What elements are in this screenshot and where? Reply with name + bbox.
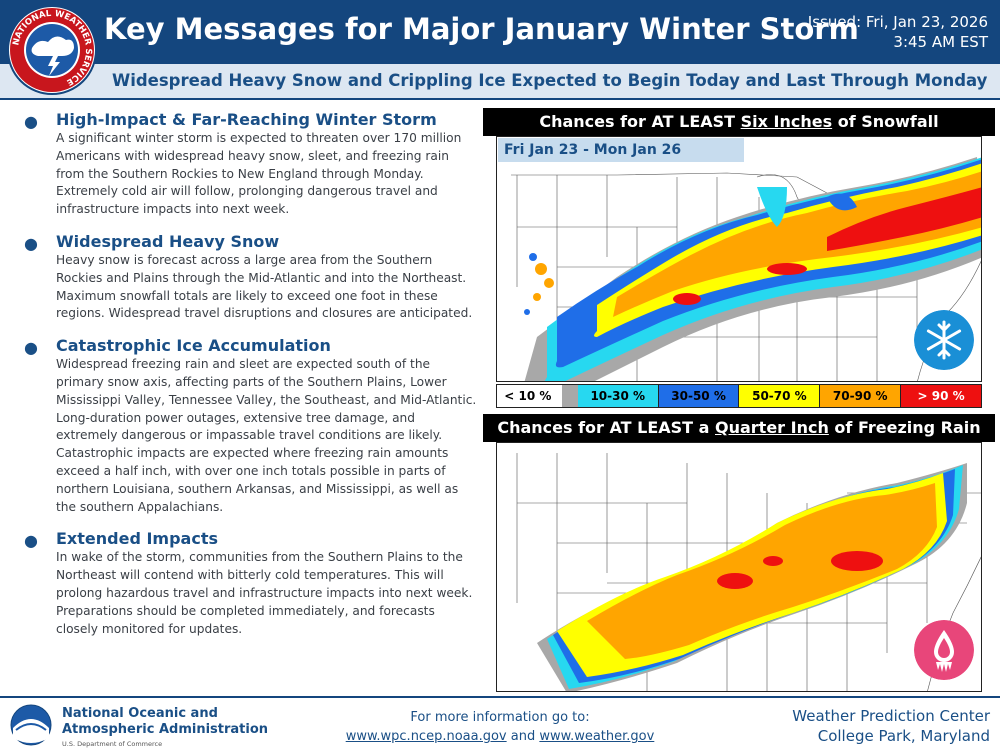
key-message-2: ● Widespread Heavy Snow Heavy snow is fo…	[18, 232, 480, 323]
noaa-logo	[10, 704, 52, 746]
probability-legend: < 10 % 10-30 % 30-50 % 50-70 % 70-90 % >…	[496, 384, 982, 408]
key-message-heading: Extended Impacts	[56, 529, 218, 549]
legend-item: < 10 %	[497, 385, 590, 407]
weather-gov-link[interactable]: www.weather.gov	[539, 729, 655, 744]
bullet-icon: ●	[24, 338, 38, 358]
footer-bar	[0, 696, 1000, 750]
date-range-label: Fri Jan 23 - Mon Jan 26	[498, 138, 744, 162]
noaa-name-line2: Atmospheric Administration	[62, 722, 269, 737]
key-message-1: ● High-Impact & Far-Reaching Winter Stor…	[18, 110, 480, 219]
ice-title-pre: Chances for AT LEAST a	[497, 418, 715, 437]
more-info: For more information go to: www.wpc.ncep…	[330, 708, 670, 746]
snow-title-pre: Chances for AT LEAST	[539, 112, 741, 131]
key-messages: ● High-Impact & Far-Reaching Winter Stor…	[18, 110, 480, 651]
key-message-body: A significant winter storm is expected t…	[56, 131, 462, 217]
legend-item: 10-30 %	[577, 385, 659, 407]
ice-drop-icon	[914, 620, 974, 680]
link-separator: and	[506, 729, 540, 744]
key-message-body: In wake of the storm, communities from t…	[56, 550, 473, 636]
issued-time: Issued: Fri, Jan 23, 2026 3:45 AM EST	[808, 12, 988, 52]
key-message-heading: Catastrophic Ice Accumulation	[56, 336, 331, 356]
noaa-department: U.S. Department of Commerce	[62, 740, 163, 748]
subtitle-bar: Widespread Heavy Snow and Crippling Ice …	[0, 64, 1000, 100]
key-message-heading: High-Impact & Far-Reaching Winter Storm	[56, 110, 437, 129]
snow-title-emphasis: Six Inches	[740, 112, 833, 131]
key-message-heading: Widespread Heavy Snow	[56, 231, 280, 251]
key-message-body: Heavy snow is forecast across a large ar…	[56, 252, 473, 321]
snow-probability-map	[496, 136, 982, 382]
wpc-location: College Park, Maryland	[817, 727, 990, 745]
wpc-name: Weather Prediction Center	[792, 707, 990, 725]
bullet-icon: ●	[24, 112, 38, 131]
noaa-name-line1: National Oceanic and	[62, 706, 218, 721]
bullet-icon: ●	[24, 233, 38, 253]
noaa-name: National Oceanic and Atmospheric Adminis…	[62, 706, 268, 738]
bullet-icon: ●	[24, 531, 38, 551]
issued-clock: 3:45 AM EST	[893, 33, 988, 51]
key-message-4: ● Extended Impacts In wake of the storm,…	[18, 529, 480, 638]
wpc-credit: Weather Prediction Center College Park, …	[792, 706, 990, 746]
ice-probability-map	[496, 442, 982, 692]
legend-item: 50-70 %	[739, 385, 821, 407]
header-bar: Key Messages for Major January Winter St…	[0, 0, 1000, 64]
snowflake-icon	[914, 310, 974, 370]
ice-title-emphasis: Quarter Inch	[715, 418, 829, 437]
key-message-body: Widespread freezing rain and sleet are e…	[56, 357, 477, 514]
wpc-link[interactable]: www.wpc.ncep.noaa.gov	[345, 729, 507, 744]
snow-panel-title: Chances for AT LEAST Six Inches of Snowf…	[483, 108, 995, 136]
more-info-label: For more information go to:	[410, 710, 590, 725]
nws-logo: NATIONAL WEATHER SERVICE	[7, 5, 97, 95]
ice-panel-title: Chances for AT LEAST a Quarter Inch of F…	[483, 414, 995, 442]
page-title: Key Messages for Major January Winter St…	[104, 12, 859, 46]
legend-item: > 90 %	[901, 385, 981, 407]
issued-date: Issued: Fri, Jan 23, 2026	[807, 13, 988, 31]
legend-item: 30-50 %	[658, 385, 740, 407]
snow-title-post: of Snowfall	[832, 112, 939, 131]
legend-item: 70-90 %	[820, 385, 902, 407]
key-message-3: ● Catastrophic Ice Accumulation Widespre…	[18, 336, 480, 516]
ice-title-post: of Freezing Rain	[828, 418, 981, 437]
page-subtitle: Widespread Heavy Snow and Crippling Ice …	[112, 71, 988, 90]
